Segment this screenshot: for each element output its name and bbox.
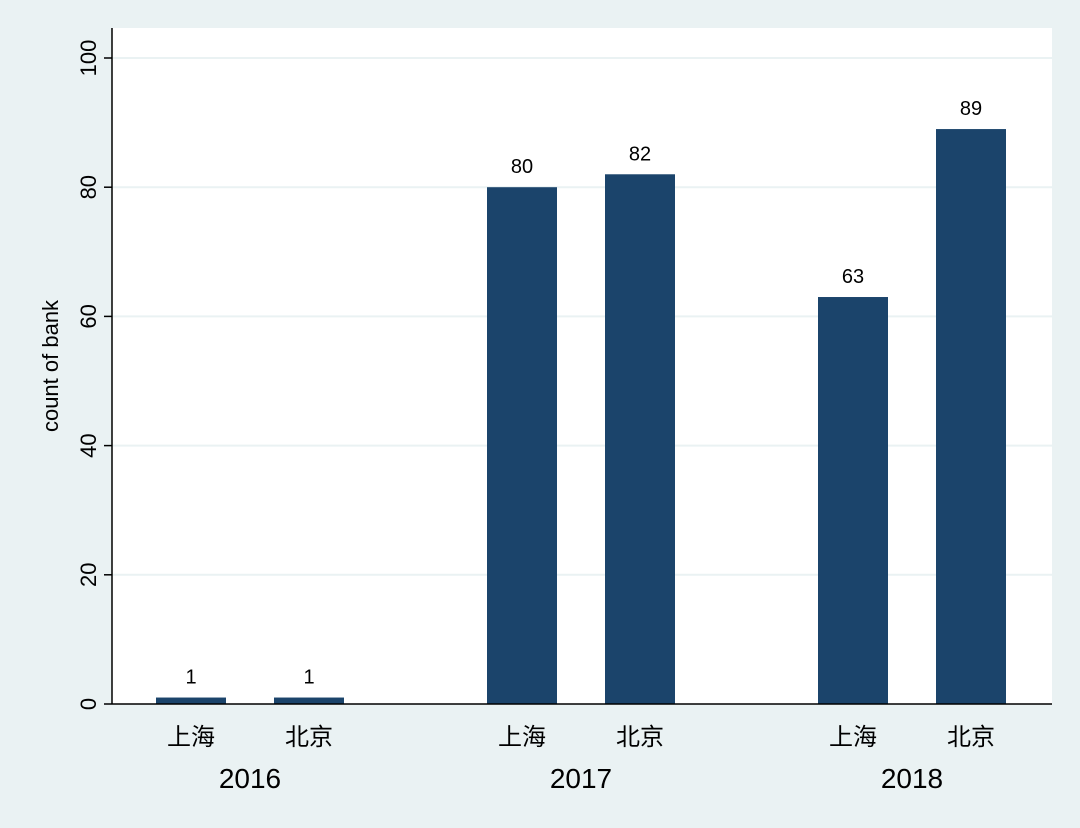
category-label: 上海 (498, 723, 546, 751)
bar (818, 297, 888, 704)
y-axis-ticks: 0 20 40 60 80 100 (76, 40, 112, 710)
data-label: 1 (303, 667, 314, 689)
category-label: 上海 (167, 723, 215, 751)
category-label: 北京 (947, 723, 995, 751)
category-label: 上海 (829, 723, 877, 751)
data-labels: 1 1 80 82 63 89 (185, 98, 982, 688)
category-label: 北京 (285, 723, 333, 751)
group-label: 2017 (550, 763, 612, 794)
data-label: 89 (960, 98, 982, 120)
y-tick-label: 60 (76, 304, 101, 328)
group-label: 2018 (881, 763, 943, 794)
group-label: 2016 (219, 763, 281, 794)
bar (274, 697, 344, 704)
data-label: 1 (185, 667, 196, 689)
y-tick-label: 80 (76, 175, 101, 199)
bar (936, 129, 1006, 704)
category-label: 北京 (616, 723, 664, 751)
bars (156, 129, 1006, 704)
bar (605, 174, 675, 704)
data-label: 63 (842, 266, 864, 288)
y-tick-label: 0 (76, 698, 101, 710)
y-tick-label: 20 (76, 563, 101, 587)
data-label: 82 (629, 143, 651, 165)
grid-lines (112, 57, 1052, 576)
plot-area (112, 28, 1052, 704)
y-tick-label: 40 (76, 433, 101, 457)
y-tick-label: 100 (76, 40, 101, 77)
bar (156, 697, 226, 704)
bar (487, 187, 557, 704)
data-label: 80 (511, 156, 533, 178)
y-axis-title: count of bank (38, 299, 63, 432)
